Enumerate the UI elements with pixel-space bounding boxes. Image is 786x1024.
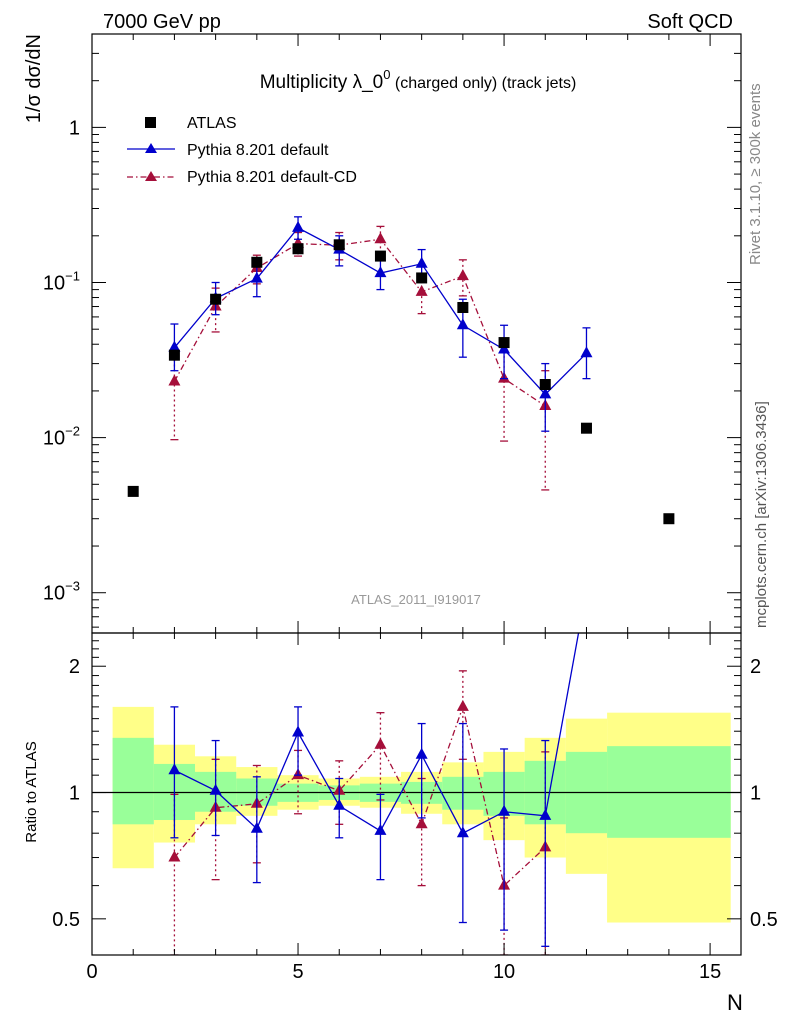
legend-label-pythia-default: Pythia 8.201 default xyxy=(187,142,329,159)
ratio-plot-frame xyxy=(91,632,742,956)
ratio-y-tick-label-left: 0.5 xyxy=(52,909,80,931)
ratio-line-pythia-cd xyxy=(173,704,546,887)
ratio-y-axis-label: Ratio to ATLAS xyxy=(23,741,40,842)
main-point-pythia-default xyxy=(374,266,387,278)
main-line-pythia-cd xyxy=(173,238,546,407)
ratio-band-inner xyxy=(112,737,154,825)
main-point-atlas xyxy=(127,485,139,497)
main-point-pythia-cd xyxy=(168,374,181,386)
ratio-y-tick-label-right: 0.5 xyxy=(750,909,778,931)
ratio-point-pythia-default xyxy=(580,582,592,593)
main-y-tick-label-base: 10 xyxy=(43,273,65,295)
ratio-point-pythia-default xyxy=(539,808,552,820)
ratio-y-tick-label-right: 1 xyxy=(750,783,761,805)
legend-label-atlas: ATLAS xyxy=(187,115,237,132)
main-plot-series xyxy=(127,216,675,525)
main-point-pythia-default xyxy=(539,387,552,399)
chart-title-main: Multiplicity λ_0 xyxy=(260,72,384,93)
main-point-pythia-default xyxy=(292,220,305,232)
ratio-y-tick-label-left: 1 xyxy=(69,783,80,805)
main-point-pythia-default xyxy=(250,271,263,283)
main-point-atlas xyxy=(498,337,510,349)
legend-marker-atlas xyxy=(145,117,156,128)
ratio-point-pythia-cd xyxy=(374,737,387,749)
main-y-tick-label-exponent: −1 xyxy=(65,269,80,284)
main-point-pythia-default xyxy=(415,256,428,268)
main-y-tick-label-exponent: −3 xyxy=(65,579,80,594)
ratio-point-pythia-default xyxy=(415,747,428,759)
main-y-tick-label-base: 10 xyxy=(43,428,65,450)
ratio-y-tick-label-left: 2 xyxy=(69,656,80,678)
main-point-atlas xyxy=(210,293,222,305)
x-tick-label: 10 xyxy=(493,961,515,983)
ratio-point-pythia-cd xyxy=(456,699,469,711)
ratio-y-tick-label-right: 2 xyxy=(750,656,761,678)
main-point-pythia-default xyxy=(168,340,181,352)
legend-marker-pythia-cd xyxy=(145,171,157,181)
main-point-atlas xyxy=(457,301,469,313)
main-point-atlas xyxy=(416,272,428,284)
main-point-pythia-default xyxy=(580,346,593,358)
mcplots-label: mcplots.cern.ch [arXiv:1306.3436] xyxy=(753,401,770,628)
chart-title-sup: 0 xyxy=(383,67,390,82)
ratio-point-pythia-default xyxy=(498,804,511,816)
ratio-point-pythia-default xyxy=(374,823,387,835)
main-point-atlas xyxy=(333,239,345,251)
ratio-point-pythia-cd xyxy=(168,850,181,862)
chart-title-suffix: (charged only) (track jets) xyxy=(395,75,576,92)
plot-frames xyxy=(91,33,742,956)
main-point-pythia-default xyxy=(456,318,469,330)
x-tick-label: 15 xyxy=(699,961,721,983)
legend-label-pythia-cd: Pythia 8.201 default-CD xyxy=(187,169,357,186)
main-point-atlas xyxy=(374,250,386,262)
ratio-point-pythia-default xyxy=(168,763,181,775)
chart-title: Multiplicity λ_00 (charged only) (track … xyxy=(260,67,577,93)
main-point-atlas xyxy=(580,422,592,434)
ratio-point-pythia-default xyxy=(292,725,305,737)
rivet-version-label: Rivet 3.1.10, ≥ 300k events xyxy=(747,83,764,265)
ratio-point-pythia-default xyxy=(250,821,263,833)
main-point-atlas xyxy=(292,243,304,255)
ratio-point-pythia-default xyxy=(333,798,346,810)
ratio-point-pythia-default xyxy=(209,783,222,795)
x-axis-label: N xyxy=(727,990,743,1015)
legend-marker-pythia-default xyxy=(145,143,157,153)
main-point-pythia-cd xyxy=(374,232,387,244)
main-y-tick-label: 10−1 xyxy=(43,269,80,295)
analysis-watermark: ATLAS_2011_I919017 xyxy=(351,592,481,607)
main-y-tick-label: 10−3 xyxy=(43,579,80,605)
main-y-tick-label: 1 xyxy=(69,117,80,139)
header-left: 7000 GeV pp xyxy=(103,11,221,33)
header-right: Soft QCD xyxy=(647,11,733,33)
main-point-atlas xyxy=(539,378,551,390)
main-y-tick-label-base: 10 xyxy=(43,583,65,605)
legend: ATLAS Pythia 8.201 default Pythia 8.201 … xyxy=(127,115,357,186)
main-point-atlas xyxy=(168,349,180,361)
ratio-point-pythia-default xyxy=(456,826,469,838)
main-point-pythia-cd xyxy=(415,284,428,296)
main-point-atlas xyxy=(663,513,675,525)
main-point-pythia-cd xyxy=(456,269,469,281)
ratio-plot-series xyxy=(168,582,592,955)
x-tick-label: 5 xyxy=(292,961,303,983)
main-point-atlas xyxy=(251,256,263,268)
ratio-point-pythia-cd xyxy=(415,817,428,829)
main-y-tick-label-base: 1 xyxy=(69,117,80,139)
main-y-axis-label: 1/σ dσ/dN xyxy=(23,34,45,123)
main-y-tick-label-exponent: −2 xyxy=(65,424,80,439)
x-tick-label: 0 xyxy=(86,961,97,983)
main-y-tick-label: 10−2 xyxy=(43,424,80,450)
